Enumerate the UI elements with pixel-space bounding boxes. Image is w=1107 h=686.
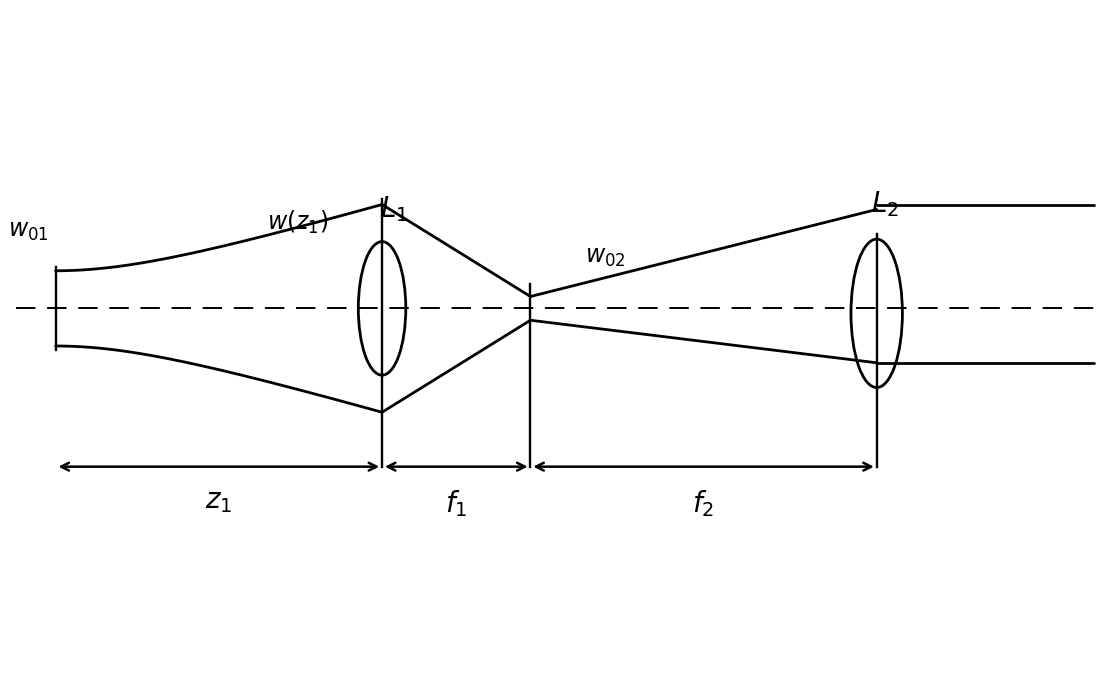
Text: $L_2$: $L_2$	[871, 189, 899, 220]
Text: $f_1$: $f_1$	[445, 488, 467, 519]
Text: $w(z_1)$: $w(z_1)$	[267, 209, 329, 237]
Text: $z_1$: $z_1$	[205, 488, 232, 515]
Text: $L_1$: $L_1$	[380, 194, 408, 224]
Text: $w_{01}$: $w_{01}$	[8, 220, 49, 243]
Text: $w_{02}$: $w_{02}$	[584, 246, 625, 269]
Text: $f_2$: $f_2$	[693, 488, 715, 519]
